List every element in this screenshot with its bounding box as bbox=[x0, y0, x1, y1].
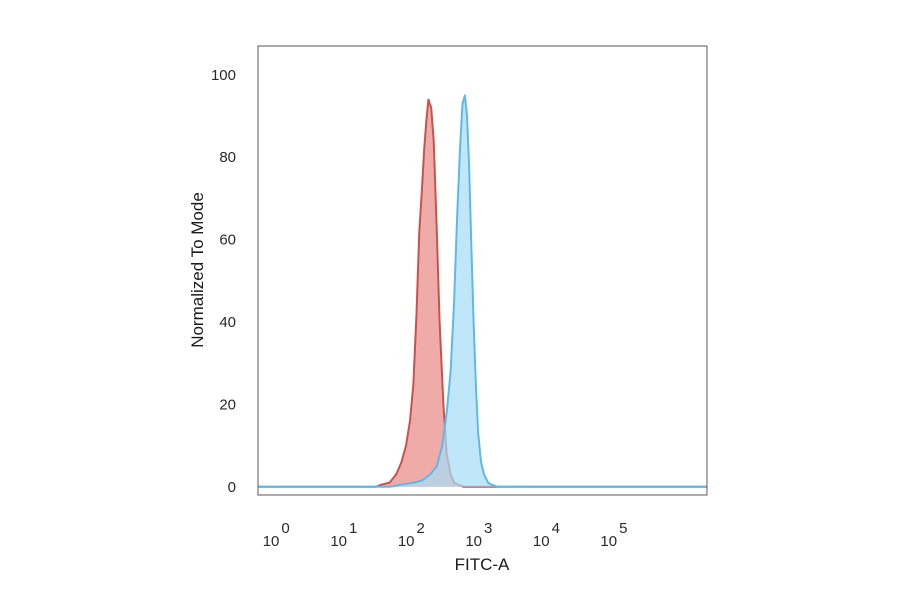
x-tick-exponent: 5 bbox=[619, 520, 627, 537]
series-2-line bbox=[258, 94, 707, 488]
x-tick-base: 10 bbox=[263, 533, 280, 550]
series-2-area bbox=[258, 95, 707, 487]
x-tick-base: 10 bbox=[330, 533, 347, 550]
x-tick-base: 10 bbox=[600, 533, 617, 550]
x-tick-exponent: 4 bbox=[552, 520, 560, 537]
plot-frame bbox=[257, 45, 708, 496]
x-tick-label: 104 bbox=[533, 520, 560, 550]
x-tick-base: 10 bbox=[465, 533, 482, 550]
y-axis-ticks: 0 20 40 60 80 100 bbox=[211, 67, 236, 496]
x-tick-label: 100 bbox=[263, 520, 290, 550]
y-axis-title: Normalized To Mode bbox=[188, 192, 207, 348]
x-tick-label: 102 bbox=[398, 520, 425, 550]
y-tick-label: 100 bbox=[211, 67, 236, 84]
x-tick-exponent: 0 bbox=[281, 520, 289, 537]
x-axis-title: FITC-A bbox=[455, 555, 510, 574]
y-tick-label: 80 bbox=[219, 149, 236, 166]
series-1-line bbox=[258, 98, 707, 488]
x-tick-label: 103 bbox=[465, 520, 492, 550]
x-tick-label: 105 bbox=[600, 520, 627, 550]
x-tick-base: 10 bbox=[398, 533, 415, 550]
x-tick-exponent: 1 bbox=[349, 520, 357, 537]
series-1-area bbox=[258, 99, 707, 487]
x-tick-exponent: 3 bbox=[484, 520, 492, 537]
x-tick-base: 10 bbox=[533, 533, 550, 550]
x-tick-exponent: 2 bbox=[417, 520, 425, 537]
y-tick-label: 20 bbox=[219, 396, 236, 413]
y-tick-label: 40 bbox=[219, 314, 236, 331]
curves-layer bbox=[258, 94, 707, 488]
y-tick-label: 60 bbox=[219, 232, 236, 249]
x-tick-label: 101 bbox=[330, 520, 357, 550]
y-tick-label: 0 bbox=[228, 479, 236, 496]
